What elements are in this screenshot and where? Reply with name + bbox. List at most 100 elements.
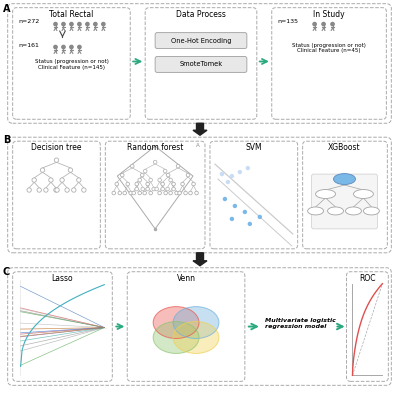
- FancyBboxPatch shape: [8, 137, 391, 253]
- Circle shape: [143, 169, 147, 173]
- Circle shape: [55, 188, 59, 192]
- Ellipse shape: [316, 190, 336, 199]
- Circle shape: [192, 182, 195, 186]
- FancyBboxPatch shape: [13, 7, 130, 119]
- Circle shape: [60, 178, 64, 182]
- FancyBboxPatch shape: [155, 56, 247, 72]
- Text: n=272: n=272: [19, 19, 40, 24]
- FancyBboxPatch shape: [272, 7, 386, 119]
- FancyBboxPatch shape: [8, 268, 391, 385]
- Circle shape: [132, 191, 136, 195]
- Ellipse shape: [153, 307, 199, 338]
- Text: Venn: Venn: [176, 274, 196, 283]
- Text: B: B: [3, 135, 10, 145]
- Circle shape: [313, 22, 316, 26]
- Circle shape: [135, 182, 138, 186]
- Circle shape: [68, 168, 73, 172]
- FancyBboxPatch shape: [346, 272, 388, 381]
- Circle shape: [49, 178, 53, 182]
- Circle shape: [82, 188, 86, 192]
- FancyBboxPatch shape: [210, 141, 298, 249]
- Text: Lasso: Lasso: [52, 274, 73, 283]
- Circle shape: [149, 191, 152, 195]
- Ellipse shape: [354, 190, 373, 199]
- Circle shape: [130, 164, 134, 168]
- Circle shape: [138, 191, 142, 195]
- Circle shape: [72, 188, 76, 192]
- Circle shape: [70, 45, 73, 49]
- Point: [219, 171, 225, 177]
- Circle shape: [184, 191, 187, 195]
- Circle shape: [146, 187, 150, 191]
- Point: [245, 165, 251, 171]
- Circle shape: [169, 191, 172, 195]
- Circle shape: [172, 182, 175, 186]
- Circle shape: [129, 191, 132, 195]
- Circle shape: [102, 22, 105, 26]
- Circle shape: [120, 173, 124, 177]
- Circle shape: [54, 158, 59, 162]
- Circle shape: [164, 191, 168, 195]
- FancyBboxPatch shape: [105, 141, 205, 249]
- Ellipse shape: [364, 207, 379, 215]
- Circle shape: [153, 160, 157, 164]
- Circle shape: [78, 45, 81, 49]
- Circle shape: [77, 178, 81, 182]
- Circle shape: [161, 182, 164, 186]
- Circle shape: [54, 188, 58, 192]
- Text: A: A: [3, 4, 10, 14]
- Circle shape: [163, 169, 167, 173]
- Text: In Study: In Study: [313, 10, 344, 19]
- Circle shape: [78, 22, 81, 26]
- Circle shape: [138, 178, 142, 182]
- Circle shape: [152, 187, 156, 191]
- Circle shape: [54, 45, 57, 49]
- FancyBboxPatch shape: [145, 7, 257, 119]
- Circle shape: [65, 188, 69, 192]
- Circle shape: [123, 191, 126, 195]
- Circle shape: [86, 22, 89, 26]
- Text: SVM: SVM: [246, 143, 262, 152]
- Text: ROC: ROC: [359, 274, 376, 283]
- Ellipse shape: [346, 207, 362, 215]
- FancyBboxPatch shape: [8, 4, 391, 123]
- Circle shape: [189, 191, 192, 195]
- FancyBboxPatch shape: [13, 141, 100, 249]
- Ellipse shape: [173, 322, 219, 353]
- Circle shape: [94, 22, 97, 26]
- Point: [256, 214, 263, 220]
- Circle shape: [146, 182, 150, 186]
- Text: Random forest: Random forest: [127, 143, 183, 152]
- Text: Status (progression or not)
Clinical Feature (n=145): Status (progression or not) Clinical Fea…: [34, 59, 108, 70]
- Point: [222, 196, 228, 202]
- Text: n=161: n=161: [19, 43, 40, 48]
- Text: Decision tree: Decision tree: [31, 143, 82, 152]
- Circle shape: [158, 191, 162, 195]
- Point: [237, 169, 243, 175]
- Circle shape: [40, 168, 45, 172]
- Circle shape: [27, 188, 31, 192]
- Circle shape: [70, 22, 73, 26]
- Circle shape: [161, 187, 164, 191]
- Text: Total Rectal: Total Rectal: [49, 10, 94, 19]
- Circle shape: [181, 182, 184, 186]
- Text: Status (progression or not)
Clinical Feature (n=45): Status (progression or not) Clinical Fea…: [292, 43, 366, 53]
- Circle shape: [143, 191, 146, 195]
- FancyBboxPatch shape: [303, 141, 387, 249]
- Circle shape: [135, 187, 138, 191]
- Circle shape: [112, 191, 116, 195]
- Circle shape: [54, 22, 57, 26]
- Ellipse shape: [334, 174, 356, 184]
- Circle shape: [166, 187, 169, 191]
- Point: [229, 173, 235, 179]
- Circle shape: [166, 173, 170, 177]
- Text: XGBoost: XGBoost: [328, 143, 361, 152]
- Circle shape: [176, 164, 180, 168]
- Text: n=135: n=135: [278, 19, 299, 24]
- Text: One-Hot Encoding: One-Hot Encoding: [171, 37, 231, 44]
- Text: Multivariate logistic
regression model: Multivariate logistic regression model: [265, 318, 336, 329]
- Circle shape: [141, 187, 144, 191]
- Point: [225, 179, 231, 185]
- FancyBboxPatch shape: [312, 174, 377, 229]
- Circle shape: [62, 45, 65, 49]
